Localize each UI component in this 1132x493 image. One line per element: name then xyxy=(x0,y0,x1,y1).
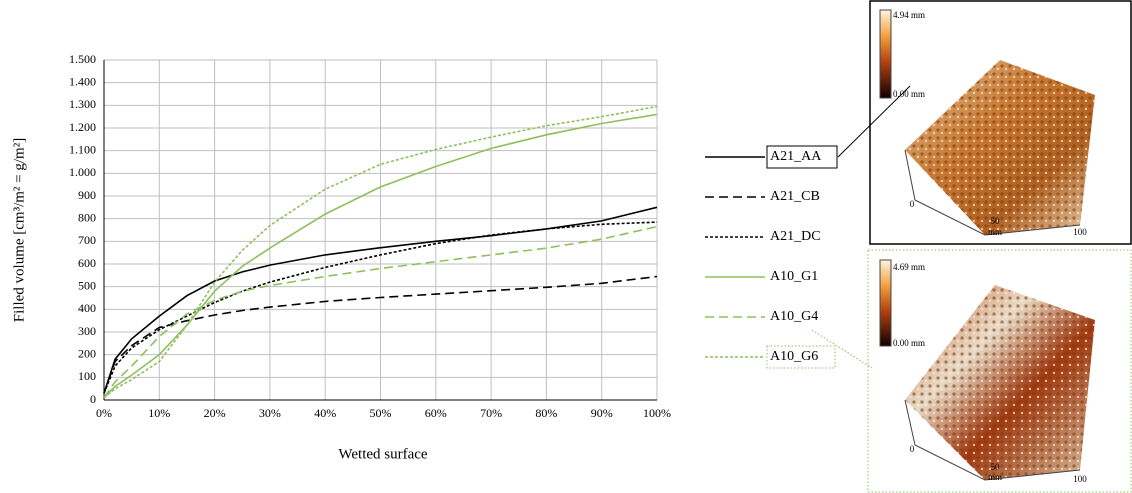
inset-axis-label: 50 xyxy=(991,216,1001,226)
x-tick-label: 30% xyxy=(259,406,281,420)
colorbar-label: 4.69 mm xyxy=(893,262,925,272)
inset-axis-label: mm xyxy=(988,472,1002,482)
legend-label: A10_G6 xyxy=(770,349,818,364)
y-tick-label: 400 xyxy=(78,301,96,315)
y-tick-label: 1.500 xyxy=(69,52,96,66)
y-axis-title: Filled volume [cm³/m² = g/m²] xyxy=(11,138,27,322)
colorbar-label: 0.00 mm xyxy=(893,89,925,99)
inset-axis-label: 100 xyxy=(1073,474,1087,484)
x-tick-label: 0% xyxy=(96,406,112,420)
y-tick-label: 900 xyxy=(78,188,96,202)
legend-label: A10_G1 xyxy=(770,269,818,284)
colorbar-label: 0.00 mm xyxy=(893,338,925,348)
legend-label: A21_CB xyxy=(770,189,820,204)
legend-label: A10_G4 xyxy=(770,309,818,324)
x-tick-label: 100% xyxy=(643,406,671,420)
y-tick-label: 200 xyxy=(78,346,96,360)
y-tick-label: 700 xyxy=(78,233,96,247)
page: {"chart_data": {"type": "line", "y_label… xyxy=(0,0,1132,493)
y-tick-label: 300 xyxy=(78,324,96,338)
chart: Wetted surface Filled volume [cm³/m² = g… xyxy=(0,0,1132,493)
inset-axis-label: 0 xyxy=(910,444,915,454)
colorbar xyxy=(880,10,891,98)
x-tick-label: 60% xyxy=(425,406,447,420)
colorbar xyxy=(880,260,891,346)
legend-label: A21_DC xyxy=(770,229,821,244)
x-tick-label: 40% xyxy=(314,406,336,420)
inset-axis-label: 100 xyxy=(1073,227,1087,237)
y-tick-label: 1.200 xyxy=(69,120,96,134)
x-tick-label: 70% xyxy=(480,406,502,420)
x-axis-title: Wetted surface xyxy=(338,446,428,462)
y-tick-label: 1.000 xyxy=(69,165,96,179)
colorbar-label: 4.94 mm xyxy=(893,10,925,20)
y-tick-label: 0 xyxy=(90,392,96,406)
legend-label: A21_AA xyxy=(770,149,822,164)
inset-axis-label: 50 xyxy=(991,462,1001,472)
y-tick-label: 1.100 xyxy=(69,142,96,156)
inset-axis-label: mm xyxy=(988,227,1002,237)
y-tick-label: 500 xyxy=(78,278,96,292)
inset-axis-label: 0 xyxy=(910,199,915,209)
y-tick-label: 1.300 xyxy=(69,97,96,111)
x-tick-label: 20% xyxy=(204,406,226,420)
connector xyxy=(812,330,872,368)
y-tick-label: 600 xyxy=(78,256,96,270)
x-tick-label: 80% xyxy=(535,406,557,420)
y-tick-label: 100 xyxy=(78,369,96,383)
y-tick-label: 1.400 xyxy=(69,74,96,88)
x-tick-label: 50% xyxy=(370,406,392,420)
x-tick-label: 10% xyxy=(148,406,170,420)
y-tick-label: 800 xyxy=(78,210,96,224)
x-tick-label: 90% xyxy=(591,406,613,420)
